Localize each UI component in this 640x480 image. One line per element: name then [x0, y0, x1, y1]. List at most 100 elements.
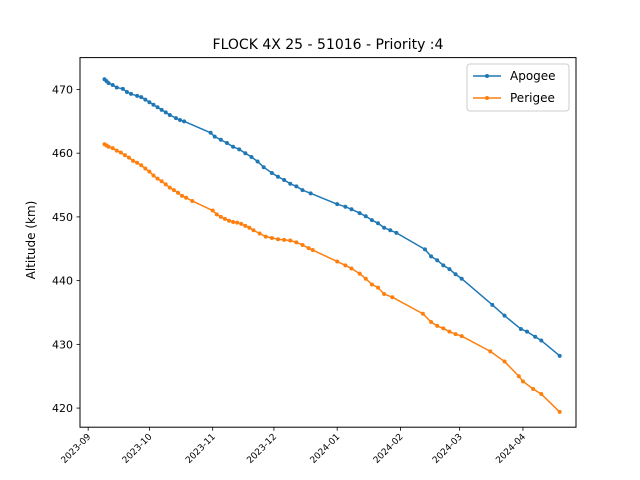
data-point-apogee [294, 184, 299, 189]
data-point-perigee [143, 166, 148, 171]
legend-label-apogee: Apogee [510, 69, 556, 83]
data-point-perigee [357, 271, 362, 276]
data-point-perigee [516, 374, 521, 379]
data-point-apogee [167, 112, 172, 117]
data-point-apogee [143, 97, 148, 102]
data-point-apogee [422, 247, 427, 252]
data-point-perigee [126, 155, 131, 160]
data-point-perigee [520, 379, 525, 384]
y-tick-label: 460 [52, 147, 73, 160]
y-tick-label: 440 [52, 275, 73, 288]
data-point-apogee [231, 144, 236, 149]
data-point-perigee [257, 231, 262, 236]
data-point-apogee [357, 211, 362, 216]
data-point-perigee [118, 150, 123, 155]
data-point-apogee [124, 90, 129, 95]
data-point-perigee [227, 218, 231, 223]
data-point-perigee [539, 392, 544, 397]
data-point-apogee [224, 140, 229, 145]
data-point-perigee [171, 188, 176, 193]
data-point-apogee [459, 276, 464, 281]
data-point-apogee [369, 218, 374, 223]
data-point-apogee [182, 119, 187, 124]
axes-frame [79, 57, 577, 428]
data-point-perigee [275, 237, 280, 242]
data-point-perigee [382, 292, 387, 297]
y-tick-label: 420 [52, 402, 73, 415]
data-point-perigee [175, 190, 180, 195]
data-point-perigee [447, 329, 452, 334]
y-tick-label: 450 [52, 211, 73, 224]
data-point-apogee [518, 327, 523, 332]
data-point-apogee [441, 263, 446, 268]
data-point-apogee [151, 102, 156, 107]
data-point-perigee [390, 295, 395, 300]
data-point-perigee [251, 228, 256, 233]
data-point-perigee [147, 169, 152, 174]
data-point-apogee [255, 159, 260, 164]
data-point-perigee [343, 263, 348, 268]
data-point-perigee [263, 234, 268, 239]
data-point-apogee [343, 204, 348, 209]
data-point-apogee [129, 91, 134, 96]
data-point-apogee [120, 86, 125, 91]
data-point-apogee [349, 207, 354, 212]
data-point-perigee [214, 212, 219, 217]
data-point-perigee [106, 144, 111, 149]
data-point-apogee [533, 334, 538, 339]
data-point-apogee [435, 258, 440, 263]
data-point-perigee [235, 220, 240, 225]
data-point-perigee [269, 235, 274, 240]
data-point-perigee [459, 334, 464, 339]
data-point-apogee [300, 188, 305, 193]
y-tick-label: 430 [52, 338, 73, 351]
data-point-apogee [208, 130, 213, 135]
data-point-perigee [502, 359, 507, 364]
data-point-apogee [163, 110, 168, 115]
data-point-perigee [557, 409, 562, 414]
data-point-perigee [429, 320, 434, 325]
data-point-apogee [308, 191, 313, 196]
data-point-apogee [525, 329, 530, 334]
data-point-perigee [190, 198, 195, 203]
data-point-apogee [376, 221, 381, 226]
legend-marker-apogee [485, 74, 489, 78]
data-point-apogee [114, 85, 119, 90]
y-tick-label: 470 [52, 83, 73, 96]
data-point-perigee [163, 182, 168, 187]
data-point-apogee [288, 181, 293, 186]
data-point-apogee [429, 254, 434, 259]
legend-marker-perigee [485, 96, 489, 100]
data-point-perigee [282, 237, 287, 242]
data-point-perigee [453, 332, 458, 337]
data-point-apogee [106, 81, 111, 86]
data-point-apogee [275, 174, 280, 179]
data-point-apogee [557, 353, 562, 358]
data-point-apogee [335, 202, 340, 207]
data-point-perigee [420, 311, 425, 316]
data-point-apogee [155, 105, 160, 110]
data-point-perigee [122, 153, 127, 158]
data-point-perigee [363, 276, 368, 281]
data-point-apogee [147, 100, 152, 105]
data-point-apogee [159, 107, 164, 112]
data-point-perigee [210, 208, 215, 213]
data-point-perigee [288, 238, 293, 243]
data-point-perigee [376, 285, 381, 290]
data-point-apogee [237, 147, 242, 152]
data-point-perigee [243, 223, 248, 228]
data-point-apogee [490, 302, 495, 307]
data-point-apogee [249, 155, 254, 160]
data-point-perigee [300, 242, 305, 247]
data-point-apogee [261, 165, 266, 170]
data-point-perigee [231, 220, 236, 225]
data-point-apogee [447, 267, 452, 272]
data-point-perigee [369, 282, 374, 287]
data-point-perigee [184, 195, 189, 200]
data-point-apogee [382, 225, 387, 230]
data-point-perigee [131, 158, 136, 163]
data-point-apogee [218, 137, 223, 142]
data-point-apogee [139, 95, 144, 100]
data-point-apogee [394, 230, 399, 235]
